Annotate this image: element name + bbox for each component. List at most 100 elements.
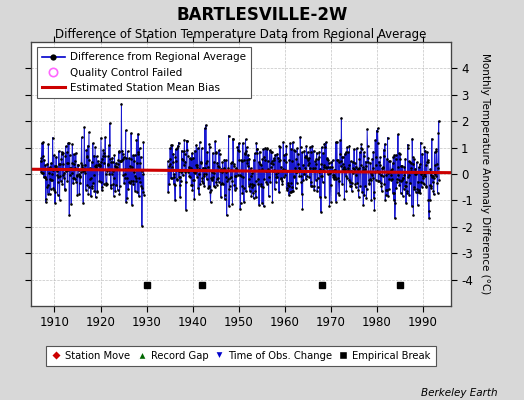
- Point: [218, 180, 226, 186]
- Point: [359, 202, 367, 208]
- Point: [359, 153, 368, 160]
- Point: [343, 175, 351, 181]
- Point: [268, 148, 276, 155]
- Point: [289, 174, 298, 180]
- Point: [41, 162, 49, 168]
- Point: [409, 161, 417, 167]
- Point: [126, 166, 135, 172]
- Point: [78, 164, 86, 170]
- Point: [100, 181, 108, 187]
- Point: [302, 176, 310, 182]
- Point: [192, 142, 201, 148]
- Point: [39, 153, 48, 159]
- Point: [388, 160, 397, 166]
- Point: [125, 179, 134, 186]
- Point: [113, 186, 122, 193]
- Point: [172, 146, 180, 152]
- Point: [112, 182, 121, 188]
- Point: [384, 170, 392, 176]
- Point: [81, 167, 90, 174]
- Point: [208, 168, 216, 175]
- Point: [316, 165, 324, 172]
- Point: [353, 145, 361, 152]
- Point: [400, 164, 408, 170]
- Point: [342, 149, 350, 156]
- Point: [354, 186, 363, 193]
- Point: [214, 178, 223, 185]
- Point: [321, 194, 329, 200]
- Point: [376, 154, 385, 160]
- Point: [418, 184, 426, 190]
- Point: [298, 206, 307, 212]
- Point: [221, 192, 230, 198]
- Point: [387, 172, 396, 178]
- Point: [74, 162, 82, 168]
- Point: [363, 186, 371, 192]
- Point: [45, 165, 53, 172]
- Point: [165, 181, 173, 187]
- Point: [219, 159, 227, 166]
- Point: [346, 183, 354, 189]
- Point: [103, 168, 111, 174]
- Point: [310, 183, 319, 189]
- Point: [257, 180, 265, 187]
- Point: [323, 155, 331, 161]
- Point: [203, 158, 211, 164]
- Point: [124, 148, 132, 154]
- Point: [190, 196, 199, 202]
- Point: [373, 127, 381, 134]
- Point: [374, 125, 382, 132]
- Point: [334, 190, 342, 196]
- Point: [80, 166, 88, 172]
- Point: [294, 160, 302, 167]
- Point: [369, 148, 377, 155]
- Point: [236, 200, 245, 206]
- Point: [384, 134, 392, 141]
- Point: [330, 172, 339, 178]
- Point: [344, 162, 353, 168]
- Point: [383, 187, 391, 193]
- Point: [116, 158, 125, 164]
- Point: [368, 165, 377, 171]
- Point: [194, 171, 203, 177]
- Point: [321, 164, 330, 170]
- Point: [434, 130, 443, 137]
- Point: [332, 198, 340, 205]
- Point: [132, 178, 140, 184]
- Point: [119, 156, 127, 162]
- Point: [74, 166, 83, 173]
- Point: [119, 172, 127, 179]
- Point: [304, 160, 313, 167]
- Point: [241, 150, 249, 156]
- Point: [434, 118, 443, 124]
- Point: [75, 174, 84, 180]
- Point: [217, 166, 225, 172]
- Point: [63, 160, 72, 166]
- Point: [187, 165, 195, 171]
- Point: [231, 186, 239, 193]
- Point: [427, 183, 435, 189]
- Point: [51, 163, 60, 169]
- Point: [186, 174, 194, 180]
- Point: [124, 185, 133, 192]
- Point: [337, 115, 345, 121]
- Point: [110, 193, 118, 199]
- Point: [220, 156, 228, 163]
- Point: [73, 161, 82, 168]
- Point: [65, 211, 73, 218]
- Point: [389, 190, 397, 196]
- Point: [329, 157, 337, 163]
- Point: [42, 184, 51, 190]
- Point: [40, 174, 49, 180]
- Point: [422, 184, 431, 190]
- Point: [244, 151, 253, 158]
- Point: [107, 170, 116, 177]
- Point: [313, 184, 322, 190]
- Point: [282, 159, 290, 166]
- Point: [84, 190, 92, 197]
- Point: [245, 155, 254, 162]
- Point: [432, 146, 441, 152]
- Point: [138, 171, 147, 178]
- Point: [222, 169, 231, 175]
- Point: [312, 150, 321, 156]
